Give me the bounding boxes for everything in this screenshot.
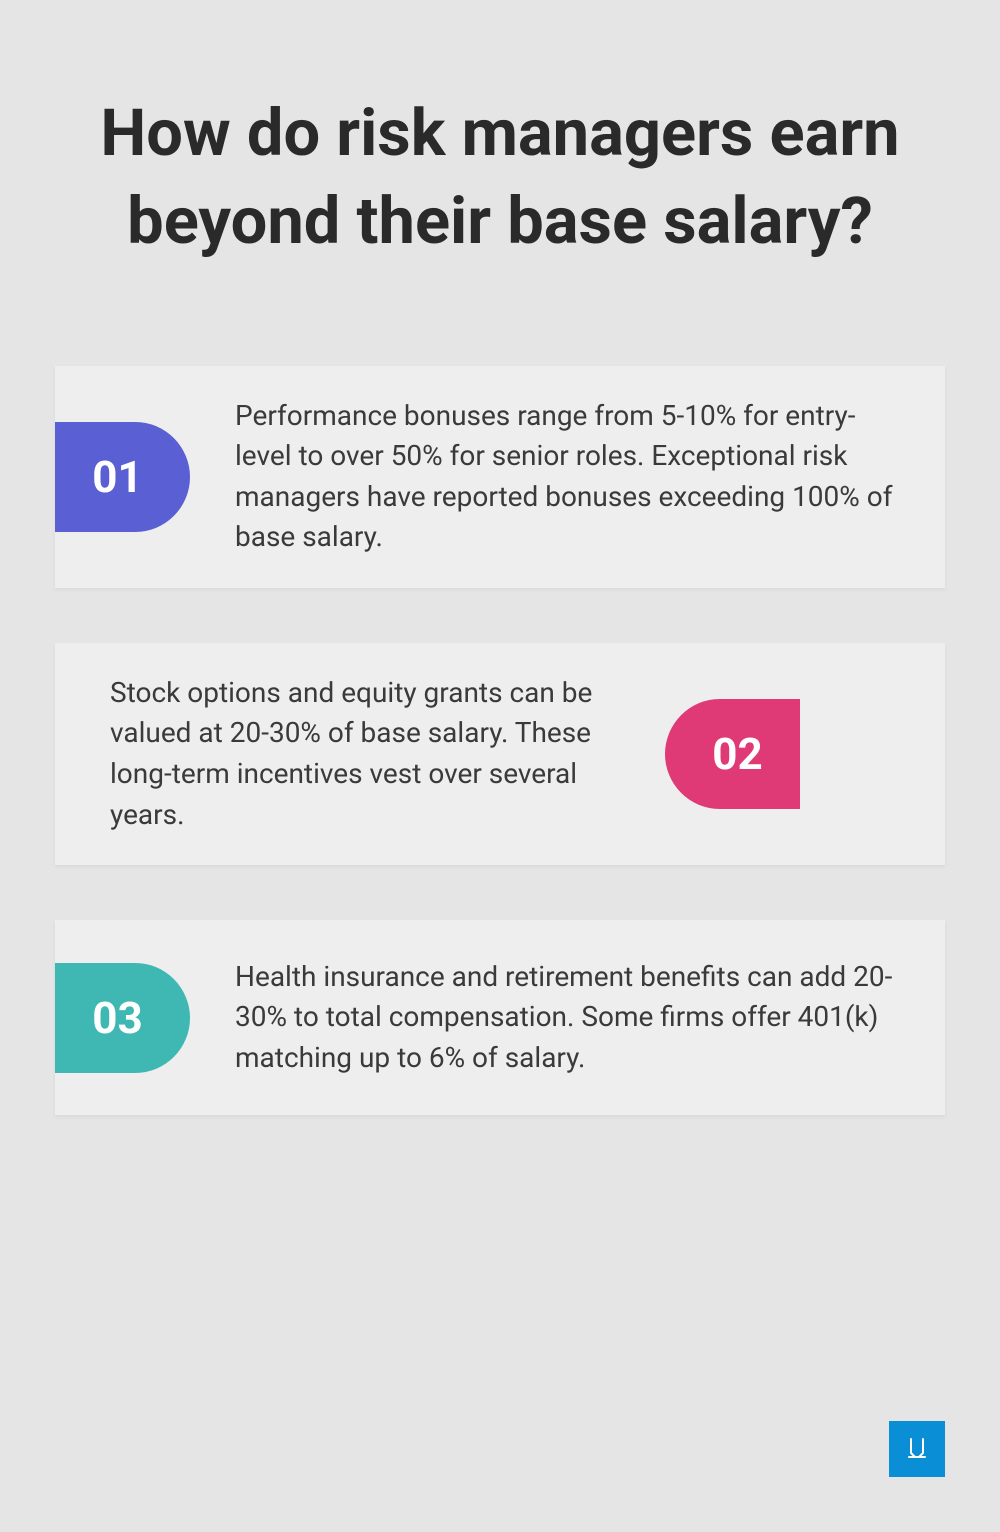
badge-number-3: 03 [92, 992, 143, 1044]
logo-box [889, 1421, 945, 1477]
card-text-2: Stock options and equity grants can be v… [55, 643, 665, 865]
badge-2: 02 [665, 699, 800, 809]
page-title: How do risk managers earn beyond their b… [55, 90, 945, 266]
card-text-1: Performance bonuses range from 5-10% for… [190, 366, 945, 588]
logo-icon [903, 1435, 931, 1463]
badge-3: 03 [55, 963, 190, 1073]
badge-1: 01 [55, 422, 190, 532]
info-card-3: 03 Health insurance and retirement benef… [55, 920, 945, 1115]
info-card-1: 01 Performance bonuses range from 5-10% … [55, 366, 945, 588]
badge-number-1: 01 [92, 451, 143, 503]
info-card-2: Stock options and equity grants can be v… [55, 643, 945, 865]
badge-number-2: 02 [712, 728, 763, 780]
card-text-3: Health insurance and retirement benefits… [190, 927, 945, 1109]
